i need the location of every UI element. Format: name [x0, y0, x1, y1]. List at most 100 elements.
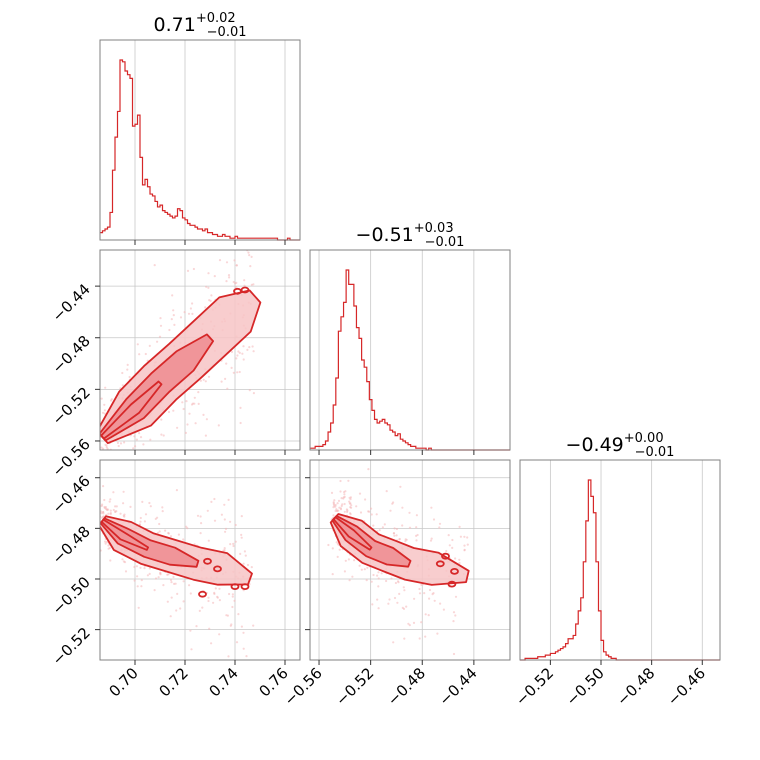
scatter-point-0-2-99	[177, 533, 180, 536]
scatter-point-0-1-152	[159, 317, 162, 320]
contour-island-1-2-0	[441, 552, 450, 560]
scatter-point-0-2-203	[174, 582, 177, 585]
scatter-point-1-2-188	[432, 518, 436, 521]
scatter-point-0-1-89	[156, 340, 159, 343]
scatter-point-1-2-289	[393, 527, 396, 530]
scatter-point-0-2-322	[231, 605, 234, 609]
scatter-point-0-2-185	[104, 542, 107, 545]
scatter-point-1-2-117	[377, 585, 380, 588]
scatter-point-0-2-44	[182, 538, 185, 541]
scatter-point-0-1-38	[126, 368, 129, 371]
tick-label-x-p0-2-0: 0.70	[105, 664, 141, 700]
scatter-point-1-2-367	[396, 601, 399, 604]
contour-outer-line-0-1	[100, 289, 262, 445]
scatter-point-1-2-375	[346, 509, 349, 512]
scatter-point-0-1-178	[121, 371, 124, 375]
scatter-point-1-2-116	[458, 525, 461, 529]
scatter-point-1-2-250	[350, 504, 353, 507]
scatter-point-0-1-33	[194, 422, 197, 425]
scatter-point-0-1-165	[142, 443, 145, 446]
scatter-point-0-2-47	[119, 512, 122, 515]
scatter-point-0-1-156	[153, 264, 156, 267]
scatter-point-1-2-66	[445, 549, 448, 553]
scatter-point-0-2-218	[190, 648, 193, 651]
scatter-point-1-2-377	[336, 509, 339, 512]
scatter-point-0-1-375	[225, 261, 229, 264]
scatter-point-0-1-374	[207, 223, 209, 225]
scatter-point-0-1-59	[118, 455, 120, 457]
scatter-point-0-1-266	[142, 451, 144, 453]
scatter-point-0-1-298	[251, 345, 254, 348]
scatter-point-0-1-328	[188, 412, 191, 415]
scatter-point-0-1-111	[253, 235, 255, 237]
scatter-point-0-2-325	[176, 592, 179, 596]
scatter-point-1-2-83	[392, 641, 395, 644]
scatter-point-0-2-349	[213, 519, 217, 522]
scatter-point-0-2-76	[139, 520, 142, 523]
title-param-0: 0.71+0.02 −0.01	[154, 11, 247, 40]
scatter-point-0-1-128	[119, 442, 123, 445]
scatter-point-1-2-222	[331, 547, 334, 550]
scatter-point-0-1-188	[237, 350, 240, 353]
scatter-point-0-1-368	[182, 407, 185, 411]
contour-core-line-0-1	[100, 380, 163, 440]
scatter-point-0-1-45	[250, 255, 253, 258]
scatter-point-1-2-310	[405, 605, 408, 608]
contour-inner-line-1-2	[331, 515, 412, 568]
scatter-point-0-1-344	[107, 483, 109, 485]
scatter-point-0-1-278	[204, 380, 207, 383]
scatter-point-0-1-224	[235, 286, 238, 289]
scatter-point-0-2-94	[182, 600, 185, 603]
scatter-point-1-2-31	[451, 666, 453, 668]
panel-2d-0-1: −0.56 −0.52 −0.48 −0.44	[49, 186, 301, 485]
scatter-point-1-2-314	[447, 534, 450, 537]
scatter-point-0-2-3	[170, 596, 173, 599]
scatter-point-0-2-53	[229, 520, 232, 523]
scatter-point-0-1-238	[172, 314, 175, 317]
scatter-point-0-2-191	[153, 589, 156, 592]
scatter-point-0-2-336	[206, 509, 209, 512]
scatter-point-1-2-236	[393, 596, 397, 600]
scatter-point-1-2-329	[344, 490, 347, 493]
scatter-point-0-2-320	[104, 540, 107, 543]
scatter-point-1-2-333	[392, 501, 395, 504]
tick-label-x-p0-2-2: 0.74	[205, 664, 241, 700]
scatter-point-0-2-253	[166, 573, 169, 576]
scatter-point-1-2-125	[340, 497, 343, 500]
scatter-point-0-1-256	[183, 311, 186, 314]
scatter-point-0-2-257	[234, 540, 237, 543]
scatter-point-1-2-301	[383, 523, 386, 526]
tick-label-y-p0-2-0: −0.52	[49, 624, 94, 669]
scatter-point-0-2-213	[237, 613, 240, 616]
scatter-point-0-2-65	[169, 535, 173, 538]
scatter-point-0-1-260	[241, 186, 243, 188]
scatter-point-1-2-227	[451, 546, 454, 550]
scatter-point-0-2-224	[213, 497, 216, 501]
scatter-point-0-1-163	[121, 384, 124, 387]
panel-2d-1-2: −0.56 −0.52 −0.48 −0.44	[281, 459, 511, 709]
title-param-2: −0.49+0.00 −0.01	[566, 431, 675, 460]
scatter-point-0-2-268	[161, 506, 164, 509]
scatter-point-0-2-92	[148, 501, 151, 505]
scatter-point-0-1-257	[252, 283, 255, 286]
scatter-point-1-2-204	[372, 524, 375, 527]
scatter-point-0-2-205	[199, 515, 202, 518]
scatter-point-0-2-153	[107, 544, 110, 547]
scatter-point-1-2-232	[365, 579, 368, 582]
scatter-point-1-2-122	[376, 574, 379, 577]
scatter-point-0-1-187	[247, 251, 250, 254]
scatter-point-0-2-190	[182, 580, 185, 583]
scatter-point-1-2-133	[380, 572, 383, 575]
scatter-point-1-2-309	[348, 502, 351, 505]
scatter-point-0-2-165	[231, 593, 234, 596]
scatter-point-0-1-151	[105, 482, 107, 484]
scatter-point-0-2-311	[167, 531, 170, 535]
scatter-point-0-2-8	[250, 566, 253, 569]
scatter-point-0-1-75	[192, 267, 195, 271]
scatter-point-0-1-189	[136, 343, 139, 346]
scatter-point-1-2-311	[458, 561, 461, 565]
scatter-point-0-2-173	[189, 629, 192, 632]
scatter-point-0-1-358	[116, 454, 118, 456]
scatter-point-0-1-275	[185, 400, 188, 403]
scatter-point-0-1-98	[138, 432, 141, 435]
